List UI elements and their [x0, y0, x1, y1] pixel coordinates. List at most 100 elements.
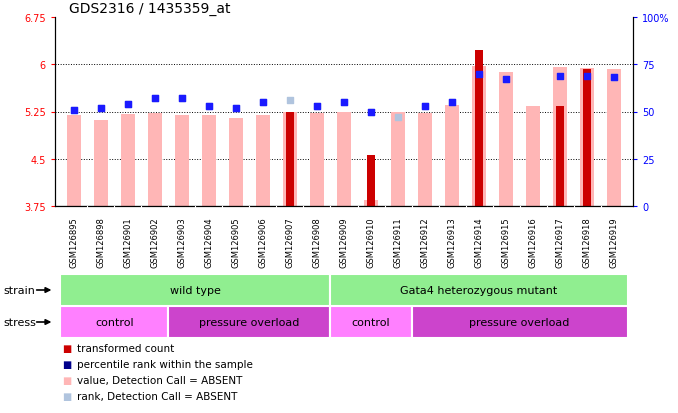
- Text: GSM126909: GSM126909: [340, 217, 348, 267]
- Text: GSM126903: GSM126903: [178, 217, 186, 267]
- Text: ■: ■: [62, 391, 71, 401]
- Text: strain: strain: [3, 285, 35, 295]
- Bar: [473, 66, 486, 206]
- Text: pressure overload: pressure overload: [199, 317, 300, 327]
- Point: [203, 103, 214, 110]
- Text: GSM126898: GSM126898: [96, 217, 105, 268]
- Point: [365, 109, 376, 116]
- Point: [203, 103, 214, 110]
- Bar: [445, 105, 459, 206]
- Bar: [418, 114, 432, 206]
- Text: GSM126910: GSM126910: [367, 217, 376, 267]
- Text: GSM126915: GSM126915: [502, 217, 511, 267]
- Bar: [526, 107, 540, 206]
- Text: transformed count: transformed count: [77, 343, 174, 353]
- Bar: [556, 107, 564, 206]
- Text: GSM126908: GSM126908: [313, 217, 321, 267]
- Text: GSM126901: GSM126901: [123, 217, 132, 267]
- Point: [609, 75, 620, 82]
- Text: ■: ■: [62, 359, 71, 369]
- Text: GSM126905: GSM126905: [231, 217, 241, 267]
- Text: GSM126906: GSM126906: [258, 217, 268, 267]
- Text: control: control: [95, 317, 134, 327]
- Point: [312, 103, 323, 110]
- Text: GSM126911: GSM126911: [393, 217, 403, 267]
- Point: [338, 100, 349, 106]
- Text: GSM126895: GSM126895: [69, 217, 79, 267]
- Bar: [148, 114, 161, 206]
- Point: [150, 96, 161, 102]
- Text: rank, Detection Call = ABSENT: rank, Detection Call = ABSENT: [77, 391, 237, 401]
- Bar: [607, 70, 621, 206]
- Text: GSM126912: GSM126912: [420, 217, 430, 267]
- Bar: [67, 116, 81, 206]
- Bar: [168, 306, 330, 338]
- Bar: [286, 113, 294, 206]
- Text: wild type: wild type: [170, 285, 221, 295]
- Point: [123, 101, 134, 108]
- Bar: [202, 115, 216, 206]
- Point: [609, 75, 620, 82]
- Bar: [283, 113, 297, 206]
- Text: GSM126916: GSM126916: [529, 217, 538, 267]
- Point: [285, 97, 296, 104]
- Text: control: control: [352, 317, 391, 327]
- Text: GDS2316 / 1435359_at: GDS2316 / 1435359_at: [68, 2, 230, 16]
- Point: [312, 103, 323, 110]
- Bar: [580, 69, 594, 206]
- Bar: [499, 73, 513, 206]
- Point: [420, 103, 431, 110]
- Text: GSM126907: GSM126907: [285, 217, 294, 267]
- Point: [68, 107, 79, 114]
- Point: [338, 100, 349, 106]
- Text: ■: ■: [62, 375, 71, 385]
- Point: [500, 77, 511, 83]
- Text: value, Detection Call = ABSENT: value, Detection Call = ABSENT: [77, 375, 242, 385]
- Text: GSM126904: GSM126904: [205, 217, 214, 267]
- Text: ■: ■: [62, 343, 71, 353]
- Text: GSM126919: GSM126919: [610, 217, 618, 267]
- Text: percentile rank within the sample: percentile rank within the sample: [77, 359, 253, 369]
- Bar: [475, 51, 483, 206]
- Point: [447, 100, 458, 106]
- Point: [582, 73, 593, 80]
- Point: [555, 73, 565, 80]
- Point: [96, 105, 106, 112]
- Bar: [175, 116, 188, 206]
- Bar: [367, 156, 375, 206]
- Text: pressure overload: pressure overload: [469, 317, 570, 327]
- Text: GSM126917: GSM126917: [555, 217, 565, 267]
- Bar: [391, 113, 405, 206]
- Point: [231, 105, 241, 112]
- Text: GSM126913: GSM126913: [447, 217, 456, 267]
- Text: stress: stress: [3, 317, 36, 327]
- Point: [393, 114, 403, 121]
- Point: [365, 109, 376, 116]
- Bar: [311, 114, 323, 206]
- Bar: [553, 68, 567, 206]
- Bar: [60, 274, 330, 306]
- Point: [420, 103, 431, 110]
- Point: [258, 100, 268, 106]
- Point: [150, 96, 161, 102]
- Text: GSM126918: GSM126918: [582, 217, 592, 267]
- Text: GSM126902: GSM126902: [151, 217, 159, 267]
- Point: [96, 105, 106, 112]
- Point: [258, 100, 268, 106]
- Text: GSM126914: GSM126914: [475, 217, 483, 267]
- Point: [176, 96, 187, 102]
- Bar: [330, 274, 628, 306]
- Bar: [60, 306, 168, 338]
- Point: [176, 96, 187, 102]
- Point: [231, 105, 241, 112]
- Bar: [412, 306, 628, 338]
- Text: Gata4 heterozygous mutant: Gata4 heterozygous mutant: [401, 285, 558, 295]
- Bar: [583, 69, 591, 206]
- Point: [123, 101, 134, 108]
- Point: [447, 100, 458, 106]
- Bar: [330, 306, 412, 338]
- Bar: [337, 112, 351, 206]
- Point: [500, 77, 511, 83]
- Point: [68, 107, 79, 114]
- Point: [474, 71, 485, 78]
